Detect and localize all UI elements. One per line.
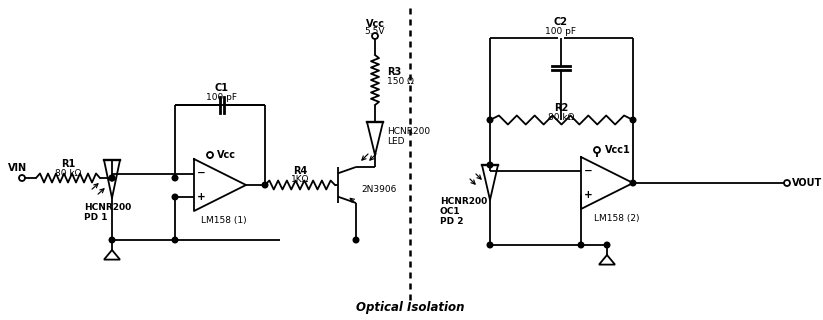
Text: 1KΩ: 1KΩ [291, 175, 309, 185]
Text: R3: R3 [387, 67, 402, 77]
Text: 5.5V: 5.5V [365, 28, 385, 36]
Circle shape [372, 33, 378, 39]
Text: −: − [197, 168, 206, 178]
Circle shape [109, 175, 114, 181]
Text: 100 pF: 100 pF [207, 92, 238, 101]
Text: C1: C1 [215, 83, 229, 93]
Text: 150 Ω: 150 Ω [387, 77, 414, 86]
Text: R4: R4 [293, 166, 307, 176]
Text: PD 2: PD 2 [440, 218, 463, 227]
Text: Vcc: Vcc [365, 19, 384, 29]
Text: Vcc1: Vcc1 [605, 145, 630, 155]
Text: LM158 (1): LM158 (1) [201, 217, 247, 226]
Text: OC1: OC1 [440, 207, 461, 217]
Text: HCNR200: HCNR200 [84, 203, 131, 212]
Text: R1: R1 [61, 159, 75, 169]
Circle shape [487, 117, 493, 123]
Text: HCNR200: HCNR200 [387, 127, 430, 137]
Circle shape [172, 237, 178, 243]
Text: VIN: VIN [8, 163, 27, 173]
Text: 2N3906: 2N3906 [361, 186, 397, 195]
Circle shape [630, 117, 636, 123]
Circle shape [579, 242, 584, 248]
Circle shape [109, 237, 114, 243]
Text: +: + [584, 190, 593, 200]
Text: 100 pF: 100 pF [546, 27, 576, 36]
Text: C2: C2 [554, 17, 568, 27]
Circle shape [487, 162, 493, 168]
Text: LED: LED [387, 138, 404, 147]
Circle shape [604, 242, 610, 248]
Circle shape [594, 147, 600, 153]
Text: R2: R2 [554, 103, 568, 113]
Circle shape [353, 237, 359, 243]
Text: +: + [197, 192, 206, 202]
Circle shape [487, 242, 493, 248]
Text: PD 1: PD 1 [84, 212, 108, 221]
Circle shape [172, 194, 178, 200]
Text: 80 kΩ: 80 kΩ [55, 169, 81, 178]
Text: Vcc: Vcc [217, 150, 236, 160]
Circle shape [109, 175, 114, 181]
Text: VOUT: VOUT [792, 178, 822, 188]
Text: Optical Isolation: Optical Isolation [356, 300, 464, 314]
Text: 80 kΩ: 80 kΩ [548, 113, 574, 122]
Text: −: − [584, 166, 593, 176]
Circle shape [19, 175, 25, 181]
Circle shape [172, 175, 178, 181]
Circle shape [263, 182, 267, 188]
Circle shape [630, 180, 636, 186]
Circle shape [784, 180, 790, 186]
Text: LM158 (2): LM158 (2) [594, 214, 639, 223]
Text: HCNR200: HCNR200 [440, 197, 487, 206]
Circle shape [207, 152, 213, 158]
